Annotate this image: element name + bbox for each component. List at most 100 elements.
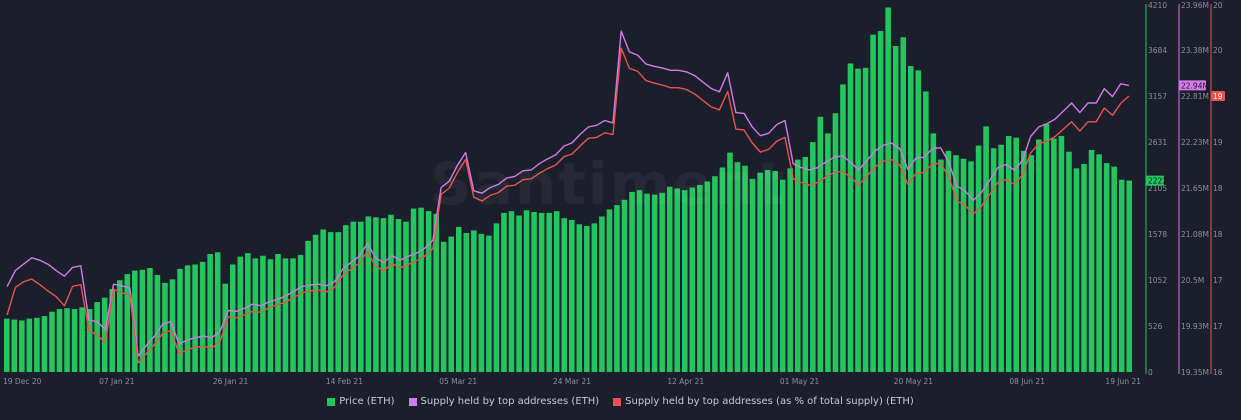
price-bar [49,311,55,372]
price-bar [614,205,620,372]
supply-pct-axis-tick: 19 [1213,138,1223,147]
supply-axis-tick: 23.38M [1181,46,1209,55]
price-bar [327,232,334,372]
price-bar [132,270,138,372]
price-bar [636,190,643,372]
legend-item-supply[interactable]: Supply held by top addresses (ETH) [408,396,599,407]
x-axis-tick: 14 Feb 21 [326,377,363,386]
price-bar [907,66,914,372]
price-bar [1081,163,1087,372]
price-bar [237,256,244,372]
price-bar [297,254,304,372]
price-bar [712,176,718,372]
price-bar [576,224,583,372]
price-bar [1013,137,1020,372]
price-bar [689,187,696,372]
legend-item-price[interactable]: Price (ETH) [327,396,395,407]
price-bar [794,159,801,372]
price-bar [779,179,786,372]
price-bar [1005,135,1012,372]
price-bar [772,170,778,372]
price-bar [644,193,650,372]
price-bar [862,67,869,372]
price-bar [94,302,100,372]
supply-axis-tick: 19.93M [1181,322,1209,331]
price-bar [923,91,929,372]
x-axis-tick: 01 May 21 [780,377,820,386]
supply-pct-line [6,47,1130,364]
price-bar [267,259,274,372]
price-bar [380,218,387,372]
price-bar [697,184,703,372]
price-bar [960,158,967,372]
x-axis-tick: 26 Jan 21 [213,377,249,386]
price-axis-tick: 526 [1148,322,1163,331]
price-bar [953,155,959,372]
supply-axis-tick: 21.65M [1181,184,1209,193]
price-bar [674,188,681,372]
legend-label-price: Price (ETH) [339,396,395,407]
price-bar [840,84,846,373]
supply-axis-tick: 19.35M [1181,368,1209,377]
price-bar [892,45,899,373]
price-bar [757,172,763,372]
price-bar [501,212,507,372]
price-bar [162,282,168,372]
supply-axis-tick: 21.08M [1181,230,1209,239]
price-bar [1126,180,1133,372]
price-bar [410,208,417,372]
supply-badge-bg [1179,80,1206,91]
price-bar [425,211,432,372]
price-bar [659,192,665,372]
price-bar [1073,168,1080,372]
price-bar [154,274,161,372]
price-bar [124,274,131,372]
price-bar [802,156,809,372]
price-bar [983,126,989,372]
price-bar [41,316,48,372]
legend-swatch-supply [408,397,417,406]
price-bar [1118,179,1125,372]
price-axis-tick: 3157 [1148,92,1167,101]
chart-legend: Price (ETH) Supply held by top addresses… [0,396,1241,407]
price-bar [561,218,568,372]
price-bar [749,178,756,372]
price-bar [101,297,108,372]
price-bar [1028,155,1035,372]
price-bar [184,265,191,372]
price-bar [403,221,409,372]
price-bar [455,226,462,372]
legend-swatch-supply-pct [613,397,622,406]
supply-line [6,30,1130,357]
price-bar [915,70,922,373]
price-bar [282,258,289,372]
price-bar [34,317,40,372]
supply-axis-tick: 23.96M [1181,1,1209,10]
price-bar [320,229,326,372]
price-bar [56,309,63,372]
price-bar [930,133,937,372]
price-axis-tick: 4210 [1148,1,1167,10]
supply-pct-axis-tick: 18 [1213,184,1223,193]
price-bar [388,214,394,372]
price-bar [11,319,18,372]
supply-pct-axis-tick: 18 [1213,230,1223,239]
price-bar [245,253,251,372]
price-bar [787,168,794,372]
x-axis-tick: 07 Jan 21 [99,377,135,386]
price-bar [147,267,153,372]
price-badge-bg [1146,175,1164,186]
price-bar [433,213,439,372]
price-bar [975,145,982,372]
price-bar [290,258,296,372]
price-bar [214,252,221,372]
legend-item-supply-pct[interactable]: Supply held by top addresses (as % of to… [613,396,914,407]
price-bar [260,255,266,372]
supply-pct-axis-tick: 17 [1213,322,1223,331]
x-axis-tick: 08 Jun 21 [1009,377,1045,386]
price-bar [305,240,311,372]
price-axis-tick: 0 [1148,368,1153,377]
price-bar [1111,166,1117,372]
price-bar [373,217,379,372]
